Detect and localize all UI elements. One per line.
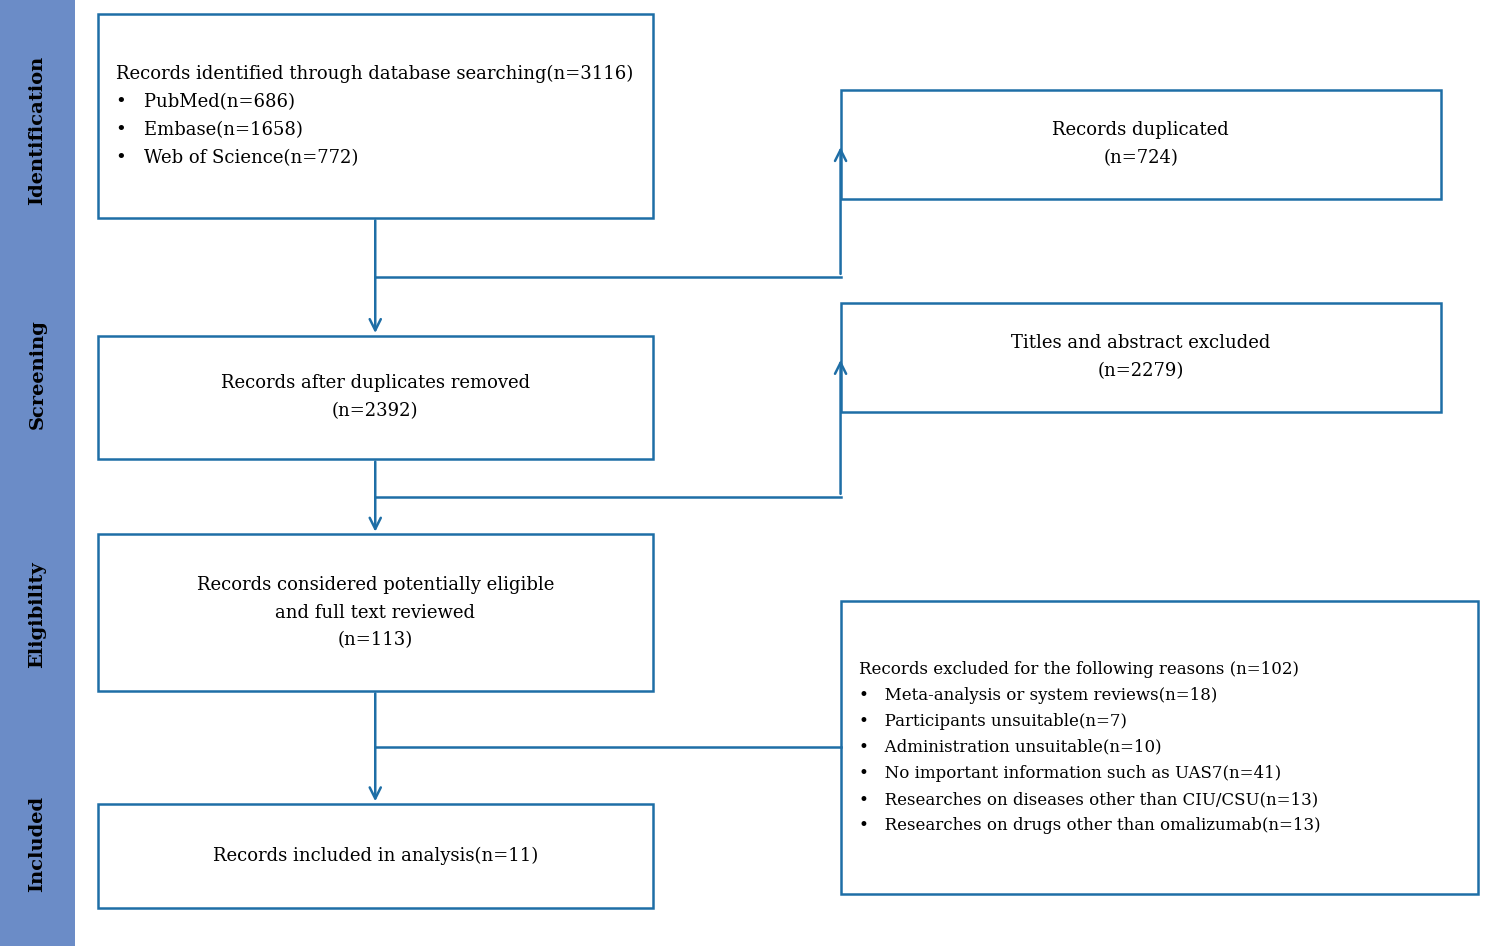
Text: Eligibility: Eligibility <box>29 562 47 668</box>
Text: Screening: Screening <box>29 319 47 429</box>
Bar <box>0 743 75 946</box>
Text: Records after duplicates removed
(n=2392): Records after duplicates removed (n=2392… <box>221 375 530 420</box>
Bar <box>98 336 653 459</box>
Text: Records duplicated
(n=724): Records duplicated (n=724) <box>1052 121 1229 167</box>
Bar <box>98 14 653 218</box>
Text: Included: Included <box>29 797 47 892</box>
Text: Records identified through database searching(n=3116)
•   PubMed(n=686)
•   Emba: Records identified through database sear… <box>116 65 633 166</box>
Bar <box>0 0 75 260</box>
Text: Records excluded for the following reasons (n=102)
•   Meta-analysis or system r: Records excluded for the following reaso… <box>859 660 1321 834</box>
Text: Identification: Identification <box>29 56 47 204</box>
Bar <box>0 487 75 743</box>
Bar <box>98 534 653 691</box>
Bar <box>98 804 653 908</box>
Text: Records included in analysis(n=11): Records included in analysis(n=11) <box>213 847 537 866</box>
Bar <box>841 303 1441 412</box>
Bar <box>841 601 1478 894</box>
Text: Titles and abstract excluded
(n=2279): Titles and abstract excluded (n=2279) <box>1012 334 1270 380</box>
Bar <box>841 90 1441 199</box>
Text: Records considered potentially eligible
and full text reviewed
(n=113): Records considered potentially eligible … <box>197 576 554 649</box>
Bar <box>0 260 75 487</box>
